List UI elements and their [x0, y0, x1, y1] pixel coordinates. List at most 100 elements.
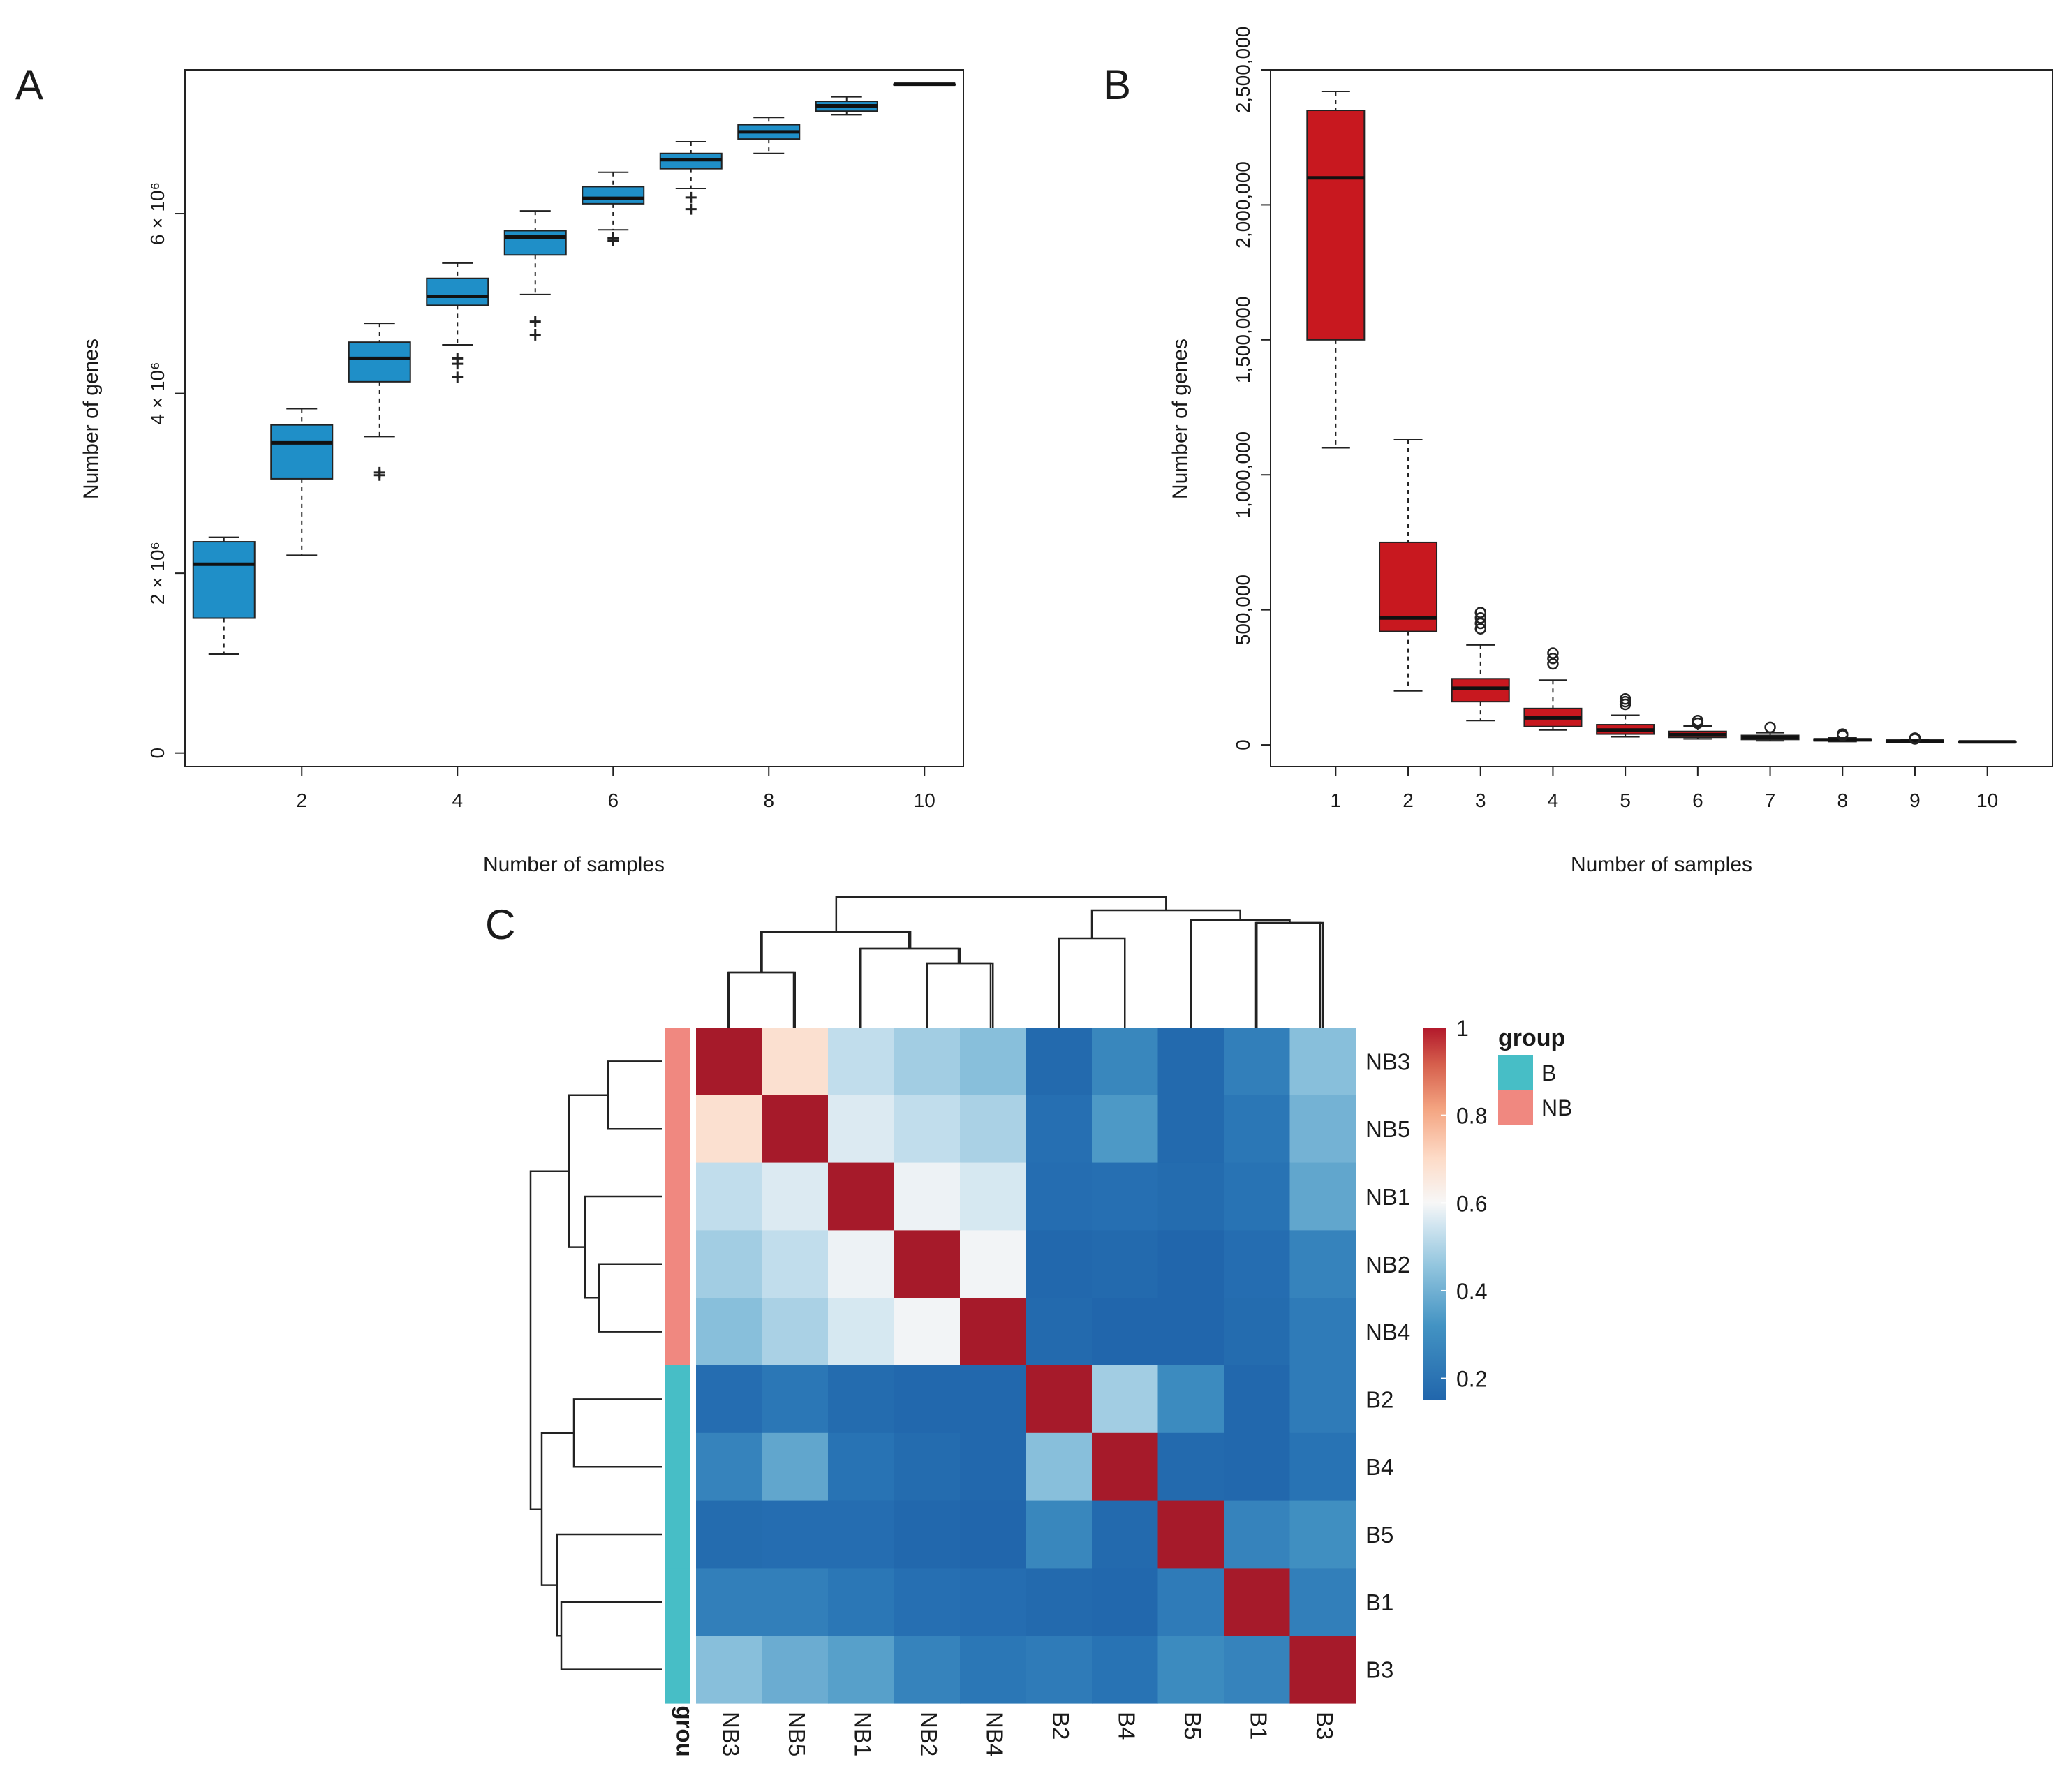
- heatmap-cell-b4-nb5: [762, 1432, 829, 1502]
- heatmap-cell-b4-nb3: [696, 1432, 763, 1502]
- x-tick-label: 5: [1620, 790, 1631, 811]
- box-10: [1958, 740, 2017, 744]
- heatmap-cell-nb4-nb3: [696, 1298, 763, 1366]
- heatmap-cell-nb4-nb5: [762, 1298, 829, 1366]
- panel-a-letter: A: [15, 61, 43, 108]
- panel-b-plot-frame: [1270, 69, 2053, 767]
- annotation-cell-nb: [665, 1028, 690, 1096]
- column-dendrogram-branch: [835, 896, 1167, 932]
- heatmap-cell-b5-b2: [1026, 1500, 1093, 1569]
- heatmap-cell-nb3-b2: [1026, 1028, 1093, 1096]
- column-dendrogram-branch: [926, 962, 994, 1028]
- heatmap-cell-nb2-b4: [1092, 1230, 1159, 1298]
- box-8: [737, 117, 801, 154]
- x-tick-label: 7: [1765, 790, 1776, 811]
- y-tick-label: 2,500,000: [1232, 27, 1254, 114]
- column-dendrogram-tree: [728, 896, 1324, 1028]
- heatmap-cell-b3-nb2: [894, 1636, 961, 1704]
- column-dendrogram-branch: [761, 931, 912, 972]
- heatmap-cell-nb5-nb1: [828, 1095, 895, 1164]
- row-label-b4: B4: [1366, 1454, 1393, 1480]
- heatmap-cell-nb1-nb5: [762, 1162, 829, 1231]
- row-label-nb4: NB4: [1366, 1319, 1410, 1345]
- annotation-cell-b: [665, 1432, 690, 1502]
- x-tick-label: 10: [1976, 790, 1998, 811]
- heatmap-cell-nb1-b5: [1157, 1162, 1224, 1231]
- heatmap-cell-nb2-nb2: [894, 1230, 961, 1298]
- heatmap-cell-nb4-b3: [1289, 1298, 1356, 1366]
- outlier-point: [1764, 721, 1776, 734]
- heatmap-cell-nb2-b5: [1157, 1230, 1224, 1298]
- box-6: [582, 171, 645, 246]
- heatmap-cell-nb5-nb2: [894, 1095, 961, 1164]
- panel-a-x-axis: 2 4 6 8 10: [296, 766, 935, 811]
- heatmap-cell-b2-b2: [1026, 1365, 1093, 1434]
- heatmap-cell-b3-nb4: [960, 1636, 1027, 1704]
- heatmap-cell-nb3-b5: [1157, 1028, 1224, 1096]
- y-tick-label: 0: [1232, 739, 1254, 750]
- heatmap-cell-nb2-nb1: [828, 1230, 895, 1298]
- col-label-b2: B2: [1048, 1712, 1074, 1740]
- y-tick-label: 2,000,000: [1232, 161, 1254, 249]
- legend-swatch-b: [1498, 1055, 1533, 1090]
- col-label-nb3: NB3: [718, 1712, 744, 1756]
- row-label-nb2: NB2: [1366, 1252, 1410, 1277]
- box-iqr: [426, 277, 489, 306]
- heatmap-cell-b1-nb5: [762, 1568, 829, 1636]
- outlier-point: [529, 329, 541, 341]
- box-5: [503, 210, 567, 341]
- heatmap-cell-b2-nb3: [696, 1365, 763, 1434]
- box-5: [1596, 693, 1655, 738]
- outlier-point: [452, 371, 464, 383]
- heatmap-cell-nb3-b4: [1092, 1028, 1159, 1096]
- heatmap-cell-b1-b3: [1289, 1568, 1356, 1636]
- heatmap-cell-b5-nb3: [696, 1500, 763, 1569]
- row-dendrogram-branch: [607, 1060, 662, 1130]
- heatmap-cell-b3-b5: [1157, 1636, 1224, 1704]
- heatmap-cell-nb1-nb4: [960, 1162, 1027, 1231]
- heatmap-cell-nb4-b2: [1026, 1298, 1093, 1366]
- heatmap-cell-b5-nb2: [894, 1500, 961, 1569]
- row-label-b3: B3: [1366, 1657, 1393, 1683]
- heatmap-cell-nb2-b2: [1026, 1230, 1093, 1298]
- x-tick-label: 8: [763, 790, 774, 811]
- box-1: [192, 536, 256, 655]
- annotation-cell-nb: [665, 1298, 690, 1366]
- heatmap-cell-nb1-nb1: [828, 1162, 895, 1231]
- heatmap-cell-nb5-b3: [1289, 1095, 1356, 1164]
- column-dendrogram-branch: [860, 947, 961, 1028]
- x-tick-label: 2: [1403, 790, 1414, 811]
- row-label-b1: B1: [1366, 1590, 1393, 1615]
- colorbar-tick-label: 0.4: [1456, 1279, 1487, 1304]
- colorbar-ticks: 0.2 0.4 0.6 0.8 1: [1441, 1016, 1487, 1392]
- column-dendrogram-branch: [728, 971, 796, 1028]
- column-dendrogram-branch: [1190, 919, 1291, 1028]
- y-tick-label: 1,500,000: [1232, 297, 1254, 384]
- heatmap-cell-nb4-b4: [1092, 1298, 1159, 1366]
- outlier-point: [685, 191, 697, 203]
- y-tick-label: 4 × 10⁶: [147, 362, 168, 425]
- group-legend-title: group: [1498, 1025, 1565, 1051]
- heatmap-cell-b3-b4: [1092, 1636, 1159, 1704]
- annotation-cell-b: [665, 1568, 690, 1636]
- x-tick-label: 4: [1548, 790, 1559, 811]
- heatmap-cell-b4-b1: [1224, 1432, 1291, 1502]
- heatmap-cell-nb1-b4: [1092, 1162, 1159, 1231]
- annotation-cell-nb: [665, 1095, 690, 1164]
- heatmap-cell-nb3-nb3: [696, 1028, 763, 1096]
- column-dendrogram-branch: [1090, 909, 1241, 938]
- heatmap-row-labels: NB3 NB5 NB1 NB2 NB4 B2 B4 B5 B1 B3: [1366, 1049, 1410, 1682]
- col-label-nb4: NB4: [982, 1712, 1008, 1756]
- panel-b-letter: B: [1103, 61, 1131, 108]
- col-label-b4: B4: [1114, 1712, 1140, 1740]
- row-label-nb3: NB3: [1366, 1049, 1410, 1074]
- box-6: [1668, 714, 1727, 740]
- row-dendrogram-branch: [529, 1170, 569, 1510]
- panel-b-boxes: [1306, 90, 2017, 745]
- panel-b-x-axis-title: Number of samples: [1571, 853, 1752, 876]
- x-tick-label: 9: [1909, 790, 1921, 811]
- heatmap-cell-nb5-b2: [1026, 1095, 1093, 1164]
- x-tick-label: 3: [1475, 790, 1486, 811]
- colorbar-tick-label: 0.2: [1456, 1367, 1487, 1392]
- panel-a-plot-frame: [184, 69, 964, 767]
